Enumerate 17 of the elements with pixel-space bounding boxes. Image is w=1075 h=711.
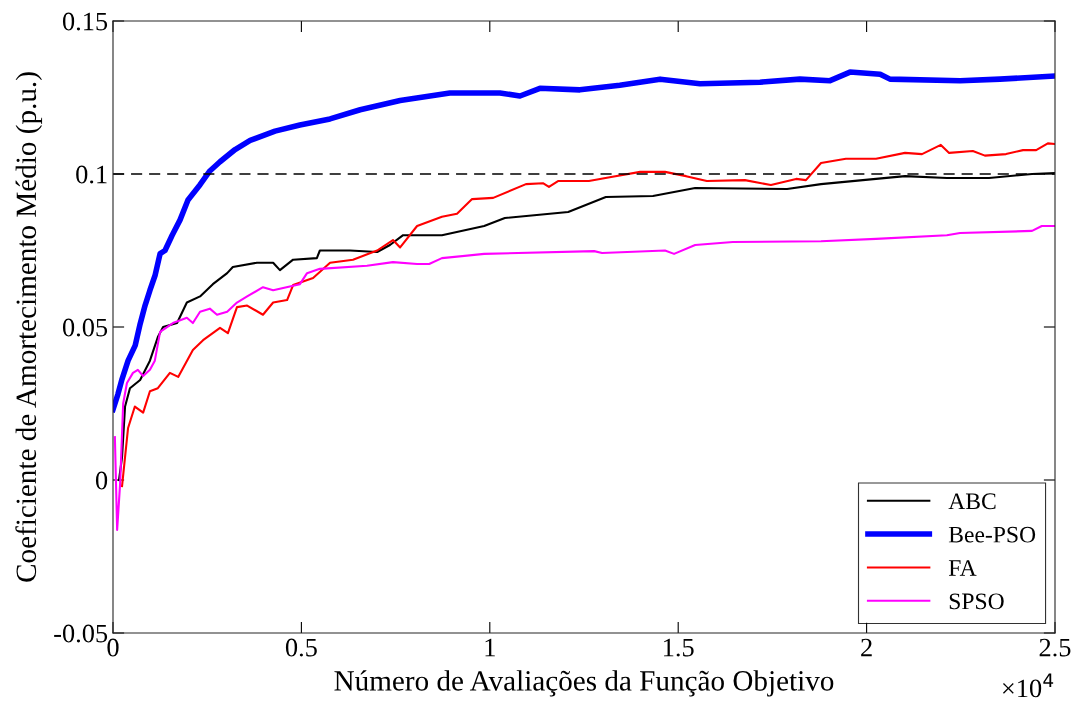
text: ×10$^{4}$ — [1002, 673, 1054, 698]
legend-label: SPSO — [949, 593, 1004, 610]
x-tick-label: 1.5 — [664, 638, 694, 657]
x-axis-title: Número de Avaliações da Função Objetivo — [334, 670, 834, 697]
x-tick-label: 2.5 — [1039, 638, 1071, 657]
y-tick-label: 0 — [95, 471, 108, 490]
legend-label: ABC — [948, 493, 996, 510]
x-tick-label: 1 — [485, 638, 495, 657]
x-tick-label: 0.5 — [285, 638, 317, 657]
x-tick-label: 2 — [861, 638, 872, 657]
y-tick-label: 0.15 — [62, 12, 108, 31]
y-tick-label: -0.05 — [54, 624, 108, 643]
y-tick-label: 0.05 — [62, 318, 108, 337]
legend-label: Bee-PSO — [948, 526, 1036, 543]
legend-label: FA — [948, 560, 977, 576]
y-axis-title: Coeficiente de Amortecimento Médio (p.u.) — [15, 72, 43, 582]
y-tick-label: 0.1 — [76, 165, 107, 184]
